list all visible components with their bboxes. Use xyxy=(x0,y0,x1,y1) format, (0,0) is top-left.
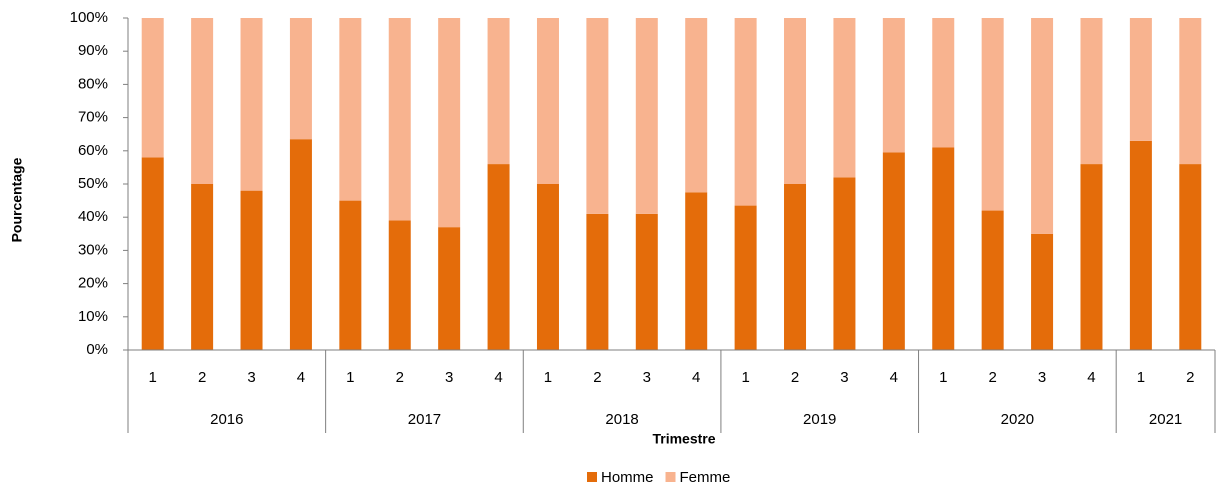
x-tick-label: 4 xyxy=(890,369,898,386)
x-tick-label: 2 xyxy=(1186,369,1194,386)
x-tick-label: 1 xyxy=(346,369,354,386)
group-label: 2017 xyxy=(408,411,441,428)
x-tick-label: 3 xyxy=(1038,369,1046,386)
bar-segment xyxy=(1080,18,1103,165)
x-tick-label: 1 xyxy=(1137,369,1145,386)
bar-segment xyxy=(487,18,510,165)
group-label: 2019 xyxy=(803,411,836,428)
bar-segment xyxy=(240,18,263,191)
x-tick-label: 2 xyxy=(396,369,404,386)
y-tick-label: 0% xyxy=(86,341,108,358)
bar-segment xyxy=(734,205,757,350)
y-tick-label: 90% xyxy=(78,42,108,59)
bar-segment xyxy=(1129,18,1152,141)
y-tick-label: 40% xyxy=(78,208,108,225)
y-tick-label: 60% xyxy=(78,142,108,159)
bar-segment xyxy=(289,18,312,140)
x-tick-label: 2 xyxy=(198,369,206,386)
bar-segment xyxy=(240,190,263,350)
x-tick-label: 3 xyxy=(840,369,848,386)
y-tick-label: 30% xyxy=(78,241,108,258)
x-tick-label: 4 xyxy=(692,369,700,386)
x-tick-label: 1 xyxy=(741,369,749,386)
group-label: 2020 xyxy=(1001,411,1034,428)
bar-segment xyxy=(981,18,1004,211)
bar-segment xyxy=(438,18,461,228)
bar-segment xyxy=(784,184,807,350)
bar-segment xyxy=(932,18,955,148)
y-tick-label: 10% xyxy=(78,308,108,325)
x-axis-label: Trimestre xyxy=(652,431,715,447)
x-tick-label: 2 xyxy=(791,369,799,386)
legend-label: Homme xyxy=(601,469,654,486)
bar-segment xyxy=(685,192,708,350)
bar-segment xyxy=(1080,164,1103,350)
bar-segment xyxy=(141,157,164,350)
legend-swatch xyxy=(665,472,676,482)
bar-segment xyxy=(734,18,757,206)
group-label: 2021 xyxy=(1149,411,1182,428)
bar-segment xyxy=(882,152,905,350)
bar-segment xyxy=(1031,233,1054,350)
legend-label: Femme xyxy=(680,469,731,486)
bar-segment xyxy=(932,147,955,350)
bar-segment xyxy=(685,18,708,193)
bar-segment xyxy=(981,210,1004,350)
bar-segment xyxy=(388,220,411,350)
x-tick-label: 4 xyxy=(297,369,305,386)
bar-segment xyxy=(339,200,362,350)
bar-segment xyxy=(1129,140,1152,350)
x-tick-label: 2 xyxy=(593,369,601,386)
x-tick-label: 3 xyxy=(247,369,255,386)
bar-segment xyxy=(536,18,559,184)
x-tick-label: 1 xyxy=(544,369,552,386)
group-label: 2016 xyxy=(210,411,243,428)
bar-segment xyxy=(833,18,856,178)
bar-segment xyxy=(536,184,559,350)
bar-segment xyxy=(191,18,214,184)
bar-segment xyxy=(1031,18,1054,234)
bar-segment xyxy=(833,177,856,350)
bar-segment xyxy=(1179,164,1202,350)
bar-segment xyxy=(191,184,214,350)
bar-segment xyxy=(339,18,362,201)
x-tick-label: 1 xyxy=(939,369,947,386)
bar-segment xyxy=(784,18,807,184)
x-tick-label: 4 xyxy=(494,369,502,386)
y-axis-label: Pourcentage xyxy=(9,157,25,242)
bar-segment xyxy=(882,18,905,153)
bar-segment xyxy=(635,213,658,350)
y-tick-label: 50% xyxy=(78,175,108,192)
y-tick-label: 20% xyxy=(78,275,108,292)
bar-segment xyxy=(1179,18,1202,165)
y-tick-label: 100% xyxy=(70,9,108,26)
bar-segment xyxy=(586,213,609,350)
bar-segment xyxy=(438,227,461,350)
bar-segment xyxy=(388,18,411,221)
x-tick-label: 2 xyxy=(988,369,996,386)
x-tick-label: 4 xyxy=(1087,369,1095,386)
x-tick-label: 1 xyxy=(149,369,157,386)
bar-segment xyxy=(635,18,658,214)
legend-swatch xyxy=(587,472,597,482)
x-tick-label: 3 xyxy=(643,369,651,386)
group-label: 2018 xyxy=(605,411,638,428)
bar-segment xyxy=(289,139,312,350)
y-tick-label: 70% xyxy=(78,109,108,126)
bar-segment xyxy=(141,18,164,158)
y-tick-label: 80% xyxy=(78,75,108,92)
bar-segment xyxy=(586,18,609,214)
bar-segment xyxy=(487,164,510,350)
x-tick-label: 3 xyxy=(445,369,453,386)
